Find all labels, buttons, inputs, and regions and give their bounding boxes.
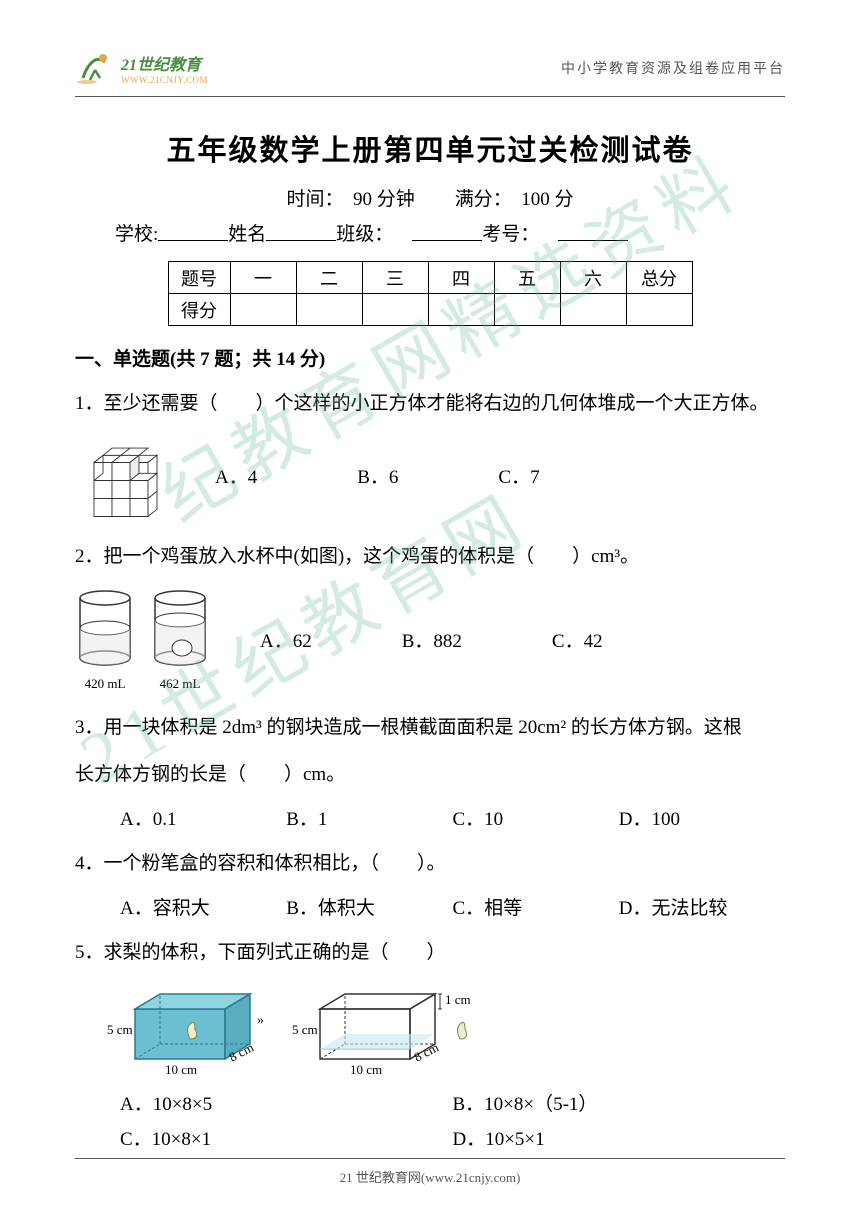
header-subtitle: 中小学教育资源及组卷应用平台 [561, 58, 785, 78]
question-2: 2．把一个鸡蛋放入水杯中(如图)，这个鸡蛋的体积是（ ）cm³。 420 mL [75, 536, 785, 692]
q3-option-a[interactable]: A．0.1 [120, 804, 286, 831]
q2-cylinder-2 [150, 588, 210, 668]
q1-option-a[interactable]: A．4 [215, 462, 257, 489]
q5-box-1: 5 cm 10 cm 8 cm » [95, 984, 270, 1079]
svg-text:10 cm: 10 cm [165, 1062, 197, 1077]
q3-option-d[interactable]: D．100 [619, 804, 785, 831]
q4-option-c[interactable]: C．相等 [453, 893, 619, 920]
question-4: 4．一个粉笔盒的容积和体积相比，（ ）。 A．容积大 B．体积大 C．相等 D．… [75, 843, 785, 920]
q5-option-b[interactable]: B．10×8×（5-1） [453, 1089, 786, 1116]
svg-text:5 cm: 5 cm [292, 1022, 318, 1037]
q1-option-c[interactable]: C．7 [498, 462, 539, 489]
q5-option-d[interactable]: D．10×5×1 [453, 1124, 786, 1151]
question-3: 3．用一块体积是 2dm³ 的钢块造成一根横截面面积是 20cm² 的长方体方钢… [75, 707, 785, 832]
q2-option-c[interactable]: C．42 [552, 626, 603, 653]
school-blank[interactable] [158, 219, 228, 241]
score-cell[interactable] [296, 294, 362, 326]
page-header: 21世纪教育 WWW.21CNJY.COM 中小学教育资源及组卷应用平台 [75, 50, 785, 97]
meta-time-score: 时间： 90 分钟 满分： 100 分 [75, 184, 785, 211]
score-table: 题号 一 二 三 四 五 六 总分 得分 [168, 261, 693, 326]
q3-option-c[interactable]: C．10 [453, 804, 619, 831]
q4-option-d[interactable]: D．无法比较 [619, 893, 785, 920]
class-blank[interactable] [412, 219, 482, 241]
logo-text: 21世纪教育 [121, 51, 208, 75]
score-cell[interactable] [560, 294, 626, 326]
q2-cylinder-1 [75, 588, 135, 668]
logo: 21世纪教育 WWW.21CNJY.COM [75, 50, 208, 86]
score-cell[interactable] [626, 294, 692, 326]
q4-option-a[interactable]: A．容积大 [120, 893, 286, 920]
svg-text:5 cm: 5 cm [107, 1022, 133, 1037]
score-cell[interactable] [230, 294, 296, 326]
examno-blank[interactable] [558, 219, 628, 241]
svg-text:1 cm: 1 cm [445, 992, 471, 1007]
q4-option-b[interactable]: B．体积大 [286, 893, 452, 920]
name-blank[interactable] [266, 219, 336, 241]
q2-option-a[interactable]: A．62 [260, 626, 312, 653]
logo-url: WWW.21CNJY.COM [121, 75, 208, 85]
svg-text:»: » [257, 1013, 264, 1028]
question-1: 1．至少还需要（ ）个这样的小正方体才能将右边的几何体堆成一个大正方体。 [75, 383, 785, 521]
q1-option-b[interactable]: B．6 [357, 462, 398, 489]
score-cell[interactable] [428, 294, 494, 326]
q5-option-c[interactable]: C．10×8×1 [120, 1124, 453, 1151]
q5-box-2: 5 cm 10 cm 8 cm 1 cm [290, 984, 480, 1079]
score-cell[interactable] [362, 294, 428, 326]
q5-option-a[interactable]: A．10×8×5 [120, 1089, 453, 1116]
score-cell[interactable] [494, 294, 560, 326]
page-footer: 21 世纪教育网(www.21cnjy.com) [75, 1158, 785, 1186]
q1-cube-figure [75, 431, 185, 521]
section-1-header: 一、单选题(共 7 题；共 14 分) [75, 344, 785, 371]
q2-option-b[interactable]: B．882 [402, 626, 462, 653]
question-5: 5．求梨的体积，下面列式正确的是（ ） 5 cm 10 cm 8 cm » [75, 932, 785, 1151]
exam-title: 五年级数学上册第四单元过关检测试卷 [75, 127, 785, 169]
q3-option-b[interactable]: B．1 [286, 804, 452, 831]
meta-student-info: 学校: 姓名 班级： 考号： [75, 219, 785, 246]
svg-text:10 cm: 10 cm [350, 1062, 382, 1077]
logo-icon [75, 50, 115, 86]
